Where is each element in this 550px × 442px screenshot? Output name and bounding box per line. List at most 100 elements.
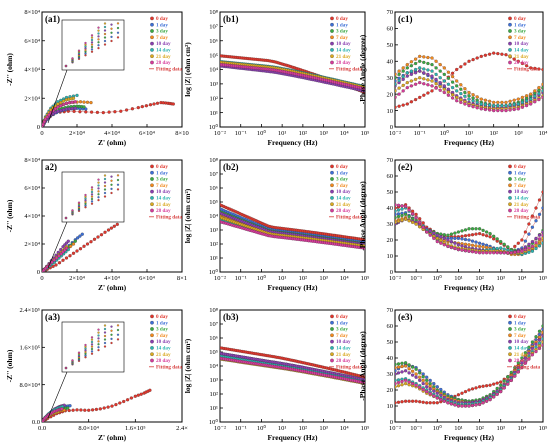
data-point xyxy=(410,373,415,377)
data-point xyxy=(483,102,488,107)
data-point xyxy=(410,399,415,403)
data-point xyxy=(363,375,365,379)
data-point xyxy=(414,367,418,371)
data-point xyxy=(467,103,471,108)
data-point xyxy=(432,231,436,235)
data-point xyxy=(418,400,422,404)
data-point xyxy=(467,227,471,231)
legend-marker xyxy=(330,327,334,331)
y-tick-label: 4×10⁴ xyxy=(24,67,40,74)
legend-marker xyxy=(508,41,512,46)
data-point xyxy=(446,238,450,242)
data-point xyxy=(397,104,401,108)
data-point xyxy=(43,117,48,121)
data-point xyxy=(470,227,475,231)
data-point xyxy=(450,74,455,79)
data-point xyxy=(470,403,475,408)
data-point xyxy=(530,214,535,218)
inset-point xyxy=(110,27,113,30)
data-point xyxy=(409,100,414,104)
legend-entry: 10 day xyxy=(514,41,529,47)
data-point xyxy=(537,329,542,333)
data-point xyxy=(64,107,69,111)
inset-point xyxy=(90,352,94,355)
data-point xyxy=(529,66,533,70)
data-point xyxy=(455,99,459,103)
data-point xyxy=(513,244,517,249)
y-tick-label: 0 xyxy=(37,269,40,276)
inset-point xyxy=(116,338,120,341)
data-point xyxy=(504,108,508,113)
inset-point xyxy=(97,346,100,349)
y-tick-label: 6×10⁴ xyxy=(24,185,40,192)
y-tick-label: 10⁵ xyxy=(209,349,218,356)
data-point xyxy=(414,375,418,379)
data-point xyxy=(395,203,397,207)
data-point xyxy=(396,208,401,212)
data-point xyxy=(467,90,471,95)
data-point xyxy=(82,105,86,109)
inset-point xyxy=(90,195,94,198)
data-point xyxy=(397,72,401,77)
data-point xyxy=(463,87,467,91)
legend-marker xyxy=(508,314,512,319)
data-point xyxy=(395,372,397,376)
data-point xyxy=(456,393,461,397)
data-point xyxy=(446,87,451,91)
data-point xyxy=(403,369,408,373)
data-point xyxy=(414,383,418,387)
data-point xyxy=(470,239,475,243)
data-point xyxy=(467,249,471,253)
data-point xyxy=(530,244,535,249)
legend-entry: 1 day xyxy=(336,22,348,28)
y-tick-label: 10¹ xyxy=(210,255,219,262)
data-point xyxy=(60,407,64,411)
x-tick-label: 1.6×10⁵ xyxy=(125,425,146,432)
data-point xyxy=(534,246,538,251)
legend-entry: 21 day xyxy=(156,352,171,358)
legend-entry: 28 day xyxy=(514,358,529,364)
data-point xyxy=(430,56,434,60)
data-point xyxy=(530,249,535,253)
legend-entry: 10 day xyxy=(156,189,171,195)
legend-entry: 3 day xyxy=(156,29,168,35)
legend-entry: 1 day xyxy=(156,320,168,326)
legend-marker xyxy=(330,189,334,194)
data-point xyxy=(481,384,485,388)
data-point xyxy=(533,94,537,98)
legend-entry: 0 day xyxy=(336,16,348,22)
legend-entry: 0 day xyxy=(156,164,168,170)
x-tick-label: 0 xyxy=(40,130,43,137)
data-point xyxy=(456,404,461,408)
data-point xyxy=(75,408,79,412)
data-point xyxy=(363,381,365,385)
legend-entry: 10 day xyxy=(336,189,351,195)
data-point xyxy=(403,212,408,217)
y-tick-label: 60 xyxy=(387,323,394,330)
y-tick-label: 50 xyxy=(387,339,394,346)
inset-point xyxy=(116,328,120,332)
data-point xyxy=(400,370,404,374)
data-point xyxy=(541,85,543,90)
y-tick-label: 10⁷ xyxy=(209,171,218,178)
data-point xyxy=(541,206,543,210)
data-point xyxy=(428,229,432,233)
legend-entry: 28 day xyxy=(156,60,171,66)
y-tick-label: 6×10⁴ xyxy=(24,38,40,45)
data-point xyxy=(533,89,537,93)
data-point xyxy=(541,190,543,194)
inset-point xyxy=(103,341,107,345)
data-point xyxy=(421,221,425,225)
legend-marker xyxy=(150,333,154,338)
data-point xyxy=(474,250,478,254)
legend-entry: 7 day xyxy=(514,183,526,189)
data-point xyxy=(506,251,510,255)
data-point xyxy=(432,381,436,386)
y-tick-label: 60 xyxy=(387,26,394,33)
inset-point xyxy=(90,347,94,351)
data-point xyxy=(483,107,488,112)
legend-marker xyxy=(150,22,154,27)
data-point xyxy=(400,400,404,404)
data-point xyxy=(530,239,535,244)
x-tick-label: 10² xyxy=(299,425,308,432)
